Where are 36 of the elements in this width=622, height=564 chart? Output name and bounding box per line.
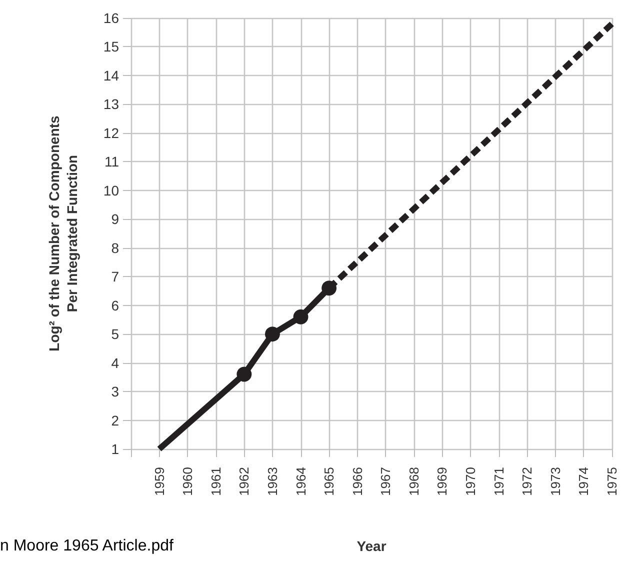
x-tick-label: 1963	[264, 467, 280, 496]
x-tick-label: 1961	[208, 467, 224, 496]
y-tick-label: 2	[111, 412, 120, 428]
x-tick-label: 1974	[576, 467, 592, 496]
y-tick-label: 6	[111, 297, 120, 314]
x-tick-label: 1960	[180, 467, 196, 496]
text: n Moore 1965 Article.pdf	[0, 538, 174, 554]
y-tick-label: 1	[111, 441, 120, 457]
x-tick-label: 1964	[293, 467, 308, 496]
y-tick-label: 9	[111, 211, 120, 228]
y-tick-label: 10	[103, 182, 120, 198]
x-tick-label: 1966	[350, 467, 365, 496]
x-tick-label: 1965	[322, 467, 337, 496]
x-tick-label: 1959	[152, 467, 167, 496]
x-axis-title: Year	[356, 538, 387, 554]
y-tick-label: 15	[103, 38, 120, 55]
y-tick-label: 3	[111, 384, 120, 400]
y-tick-label: 13	[103, 96, 120, 112]
y-axis-title: Log² of the Number of Components Per Integrated Function	[46, 115, 80, 352]
x-tick-label: 1971	[491, 467, 506, 496]
x-tick-label: 1973	[548, 467, 563, 496]
x-tick-label: 1968	[406, 467, 422, 496]
x-tick-label: 1970	[463, 467, 478, 496]
y-tick-label: 7	[111, 268, 120, 285]
x-tick-label: 1972	[520, 467, 535, 496]
x-tick-label: 1975	[604, 467, 620, 496]
y-tick-label: 11	[104, 154, 120, 170]
x-tick-label: 1967	[378, 467, 394, 496]
y-tick-label: 14	[103, 67, 120, 84]
x-tick-label: 1969	[434, 467, 450, 496]
x-tick-label: 1962	[236, 467, 252, 496]
y-tick-label: 16	[103, 10, 120, 26]
y-tick-label: 8	[111, 240, 120, 256]
y-tick-label: 5	[111, 326, 120, 342]
y-tick-label: 12	[103, 124, 120, 141]
y-tick-label: 4	[111, 354, 120, 371]
